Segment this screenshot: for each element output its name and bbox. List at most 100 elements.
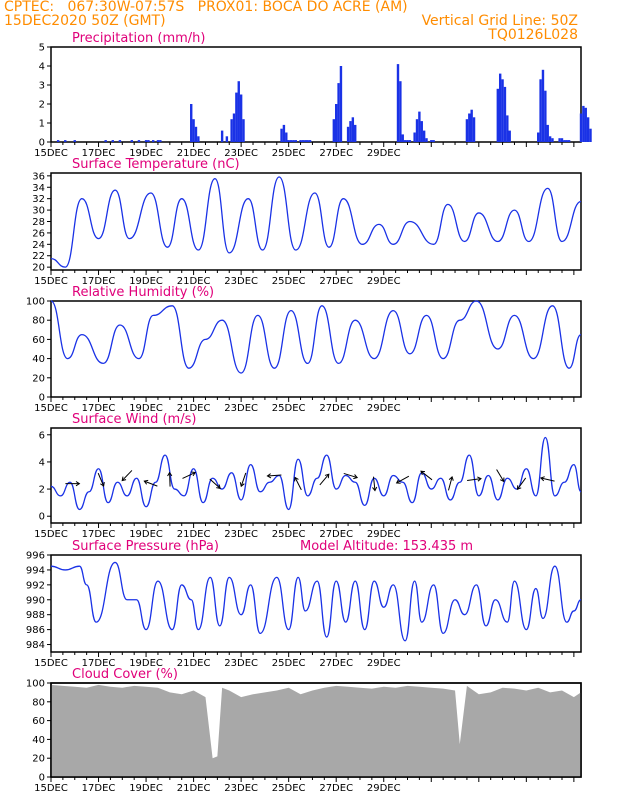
precip-bar bbox=[584, 107, 587, 142]
precip-bar bbox=[144, 140, 148, 142]
wind-arrow-head bbox=[121, 476, 127, 482]
wind-arrow-head bbox=[266, 473, 272, 479]
y-tick-label: 22 bbox=[32, 251, 45, 262]
precip-bar bbox=[468, 113, 471, 142]
wind-arrow-shaft bbox=[240, 472, 247, 487]
precip-bar bbox=[197, 136, 200, 142]
y-tick-label: 20 bbox=[32, 263, 45, 274]
y-tick-label: 20 bbox=[32, 754, 45, 765]
wind-arrow bbox=[209, 478, 221, 489]
wind-arrow-head bbox=[216, 484, 221, 489]
x-date-label: 29DEC bbox=[367, 783, 401, 794]
precip-bar bbox=[496, 88, 500, 142]
panel-annotation: Model Altitude: 153.435 m bbox=[300, 539, 473, 554]
wind-arrow-head bbox=[100, 481, 105, 487]
precip-bar bbox=[332, 119, 336, 142]
panel-title: Cloud Cover (%) bbox=[72, 667, 178, 682]
precip-bar bbox=[282, 124, 286, 142]
wind-arrow-shaft bbox=[396, 475, 410, 484]
panel-rh: 0 20 40 60 80 100 15DEC 17DEC 19DEC 21DEC 23DEC 25D… bbox=[26, 285, 582, 414]
x-date-label: 25DEC bbox=[272, 658, 306, 669]
wind-arrow-shaft bbox=[121, 470, 133, 481]
wind-arrow-shaft bbox=[294, 477, 302, 491]
wind-arrow-shaft bbox=[496, 469, 505, 482]
wind-arrow-head bbox=[395, 479, 401, 484]
wind-arrow-head bbox=[539, 476, 545, 482]
wind-arrow-head bbox=[239, 482, 245, 488]
precip-bar bbox=[399, 81, 402, 142]
x-date-label: 19DEC bbox=[129, 658, 163, 669]
panel-frame bbox=[50, 427, 582, 524]
wind-arrow bbox=[97, 472, 105, 487]
x-date-label: 25DEC bbox=[272, 783, 306, 794]
wind-arrow bbox=[294, 476, 302, 491]
precip-bar bbox=[147, 140, 150, 142]
y-tick-label: 0 bbox=[39, 393, 45, 404]
precip-bar bbox=[508, 130, 511, 142]
header-model-id: TQ0126L028 bbox=[488, 27, 578, 43]
precip-bar bbox=[432, 140, 435, 142]
panel-title: Relative Humidity (%) bbox=[72, 285, 214, 300]
precip-bar bbox=[425, 138, 428, 142]
x-date-label: 19DEC bbox=[129, 276, 163, 287]
y-tick-label: 80 bbox=[32, 316, 45, 327]
wind-arrow-head bbox=[294, 476, 299, 482]
x-date-label: 27DEC bbox=[319, 148, 353, 159]
y-tick-label: 4 bbox=[39, 457, 45, 468]
precip-bar bbox=[64, 140, 67, 142]
precip-bar bbox=[351, 117, 355, 142]
precip-bar bbox=[501, 79, 504, 142]
rh-series-line bbox=[50, 300, 582, 374]
x-date-label: 19DEC bbox=[129, 529, 163, 540]
wind-arrow-head bbox=[448, 475, 454, 481]
precip-bar bbox=[418, 111, 421, 142]
x-date-label: 25DEC bbox=[272, 148, 306, 159]
x-date-label: 17DEC bbox=[82, 276, 116, 287]
x-date-label: 23DEC bbox=[224, 529, 258, 540]
wind-arrow-head bbox=[477, 476, 482, 482]
wind-arrow-shaft bbox=[267, 474, 282, 477]
x-date-label: 23DEC bbox=[224, 276, 258, 287]
precip-bar bbox=[306, 140, 309, 142]
wind-arrow bbox=[266, 473, 282, 479]
precip-bar bbox=[285, 132, 288, 142]
wind-arrow bbox=[182, 471, 197, 479]
precip-bar bbox=[539, 79, 542, 142]
panel-frame bbox=[50, 554, 582, 653]
precip-bar bbox=[190, 104, 193, 142]
precip-bar bbox=[294, 140, 297, 142]
precip-bar bbox=[104, 140, 107, 142]
precip-bar bbox=[582, 105, 585, 142]
panel-precip: 0 1 2 3 4 5 15DEC 17DEC 19DEC 21DEC 23DEC 25DEC 27DE… bbox=[34, 31, 592, 159]
wind-arrow bbox=[447, 475, 454, 491]
wind-arrow-shaft bbox=[97, 472, 105, 487]
wind-arrow-shaft bbox=[447, 476, 453, 491]
precip-bar bbox=[396, 64, 400, 142]
precip-bar bbox=[354, 124, 357, 142]
precip-bar bbox=[137, 140, 141, 142]
precip-bar bbox=[346, 126, 350, 142]
x-date-label: 21DEC bbox=[177, 276, 211, 287]
y-tick-label: 3 bbox=[39, 81, 45, 92]
press-series-line bbox=[50, 561, 582, 642]
wind-arrow bbox=[121, 470, 133, 482]
y-tick-label: 2 bbox=[39, 485, 45, 496]
precip-bar bbox=[335, 104, 338, 142]
wind-arrow-shaft bbox=[209, 478, 221, 489]
precip-bar bbox=[548, 136, 552, 142]
precip-bar bbox=[337, 83, 340, 142]
temp-series-line bbox=[50, 176, 582, 268]
wind-arrow-head bbox=[353, 474, 359, 480]
x-date-label: 15DEC bbox=[34, 403, 68, 414]
y-tick-label: 100 bbox=[26, 297, 45, 308]
wind-arrow-shaft bbox=[420, 470, 433, 481]
y-tick-label: 988 bbox=[26, 610, 45, 621]
x-date-label: 15DEC bbox=[34, 658, 68, 669]
x-date-label: 21DEC bbox=[177, 783, 211, 794]
x-date-label: 25DEC bbox=[272, 403, 306, 414]
panel-frame bbox=[50, 300, 582, 398]
wind-arrow bbox=[539, 476, 555, 482]
y-tick-label: 0 bbox=[39, 138, 45, 149]
y-tick-label: 996 bbox=[26, 551, 45, 562]
wind-arrow-shaft bbox=[517, 477, 527, 490]
